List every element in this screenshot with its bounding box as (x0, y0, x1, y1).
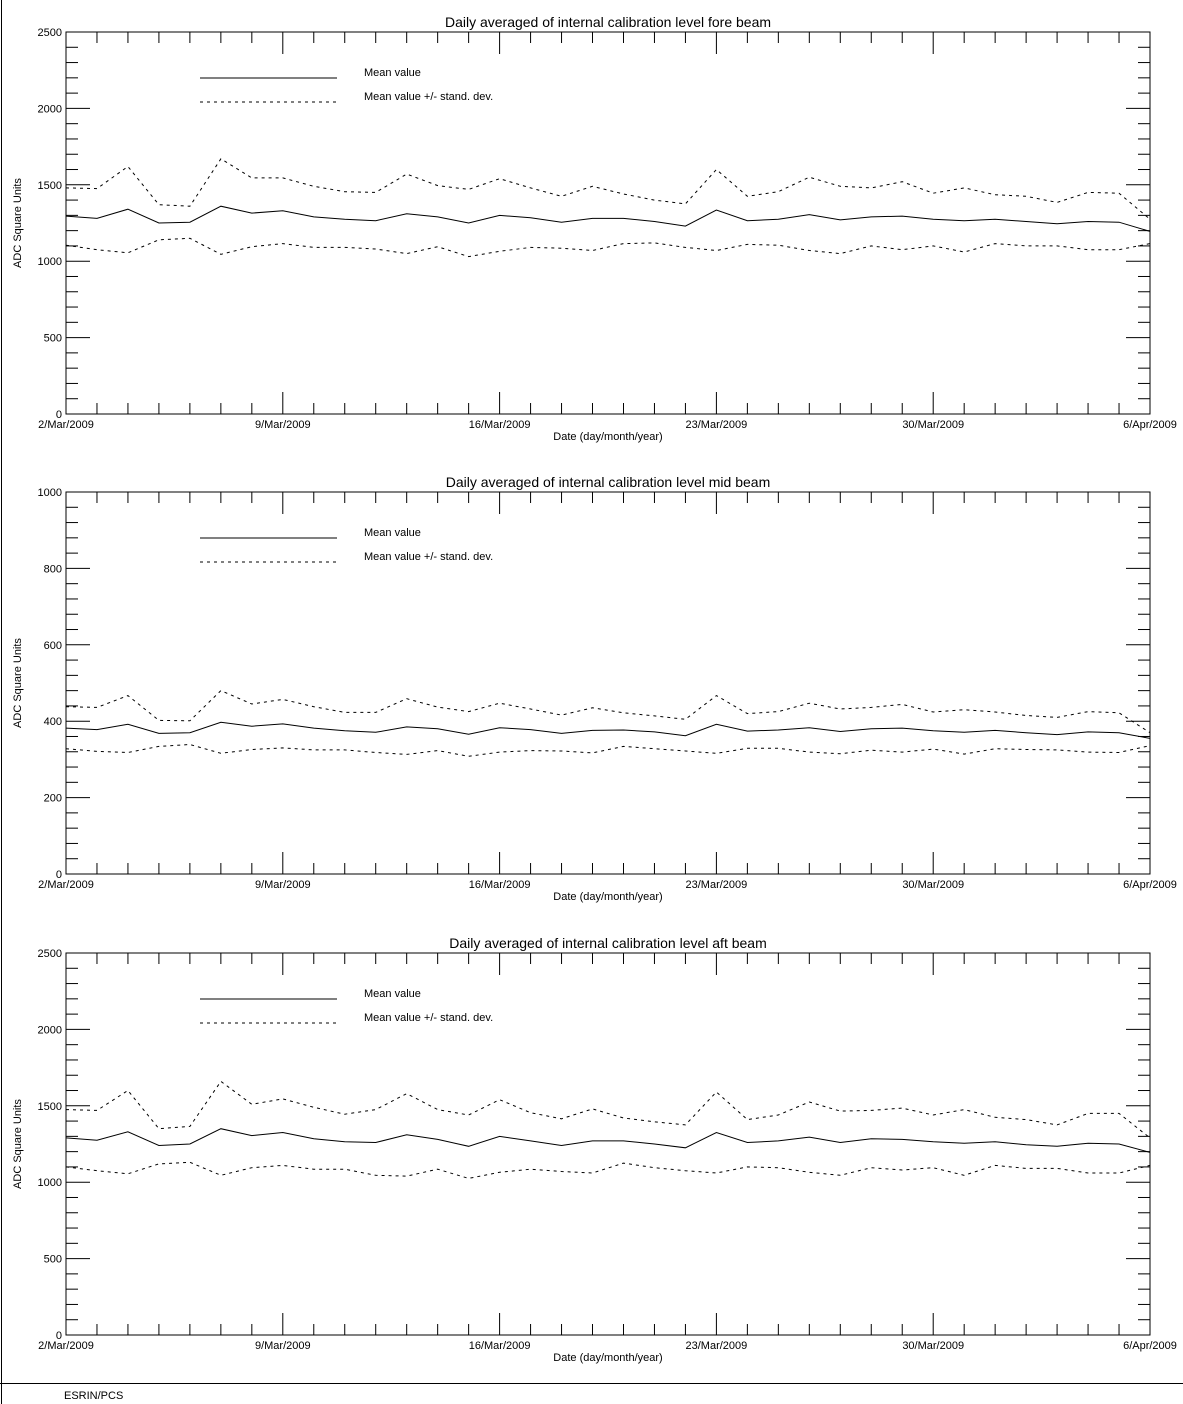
x-tick-label: 6/Apr/2009 (1123, 879, 1177, 891)
y-tick-label: 200 (44, 793, 62, 805)
x-tick-label: 2/Mar/2009 (38, 1340, 94, 1352)
x-tick-label: 30/Mar/2009 (902, 419, 964, 431)
x-tick-label: 16/Mar/2009 (469, 419, 531, 431)
x-tick-label: 9/Mar/2009 (255, 1340, 311, 1352)
y-tick-label: 1500 (38, 180, 62, 192)
series-line-1 (66, 721, 1150, 739)
x-tick-label: 2/Mar/2009 (38, 879, 94, 891)
y-tick-label: 0 (56, 1330, 62, 1342)
legend-label-1: Mean value (364, 67, 421, 79)
y-tick-label: 1000 (38, 256, 62, 268)
x-tick-label: 9/Mar/2009 (255, 419, 311, 431)
y-tick-label: 400 (44, 716, 62, 728)
x-tick-label: 6/Apr/2009 (1123, 1340, 1177, 1352)
plot-frame (65, 952, 1151, 1336)
x-axis-label: Date (day/month/year) (553, 891, 662, 903)
x-tick-label: 23/Mar/2009 (686, 419, 748, 431)
y-tick-label: 500 (44, 333, 62, 345)
chart-panel-1: Daily averaged of internal calibration l… (12, 14, 1177, 443)
legend-label-2: Mean value +/- stand. dev. (364, 1012, 493, 1024)
footer-label: ESRIN/PCS (64, 1390, 123, 1402)
x-tick-label: 30/Mar/2009 (902, 879, 964, 891)
series-line-2 (66, 158, 1150, 220)
x-tick-label: 16/Mar/2009 (469, 1340, 531, 1352)
y-tick-label: 600 (44, 640, 62, 652)
series-line-3 (66, 237, 1150, 258)
series-line-2 (66, 690, 1150, 734)
y-tick-label: 2000 (38, 103, 62, 115)
y-tick-label: 1000 (38, 487, 62, 499)
x-tick-label: 23/Mar/2009 (686, 1340, 748, 1352)
y-tick-label: 500 (44, 1254, 62, 1266)
x-tick-label: 9/Mar/2009 (255, 879, 311, 891)
legend-label-1: Mean value (364, 527, 421, 539)
y-axis-label: ADC Square Units (12, 638, 24, 728)
series-line-1 (66, 1128, 1150, 1153)
x-tick-label: 30/Mar/2009 (902, 1340, 964, 1352)
x-axis-label: Date (day/month/year) (553, 1352, 662, 1364)
legend-label-2: Mean value +/- stand. dev. (364, 551, 493, 563)
series-line-3 (66, 1161, 1150, 1179)
x-tick-label: 16/Mar/2009 (469, 879, 531, 891)
series-line-3 (66, 743, 1150, 757)
x-tick-label: 2/Mar/2009 (38, 419, 94, 431)
y-axis-label: ADC Square Units (12, 178, 24, 268)
y-tick-label: 1500 (38, 1101, 62, 1113)
plot-frame (65, 491, 1151, 875)
chart-panel-2: Daily averaged of internal calibration l… (12, 474, 1177, 903)
x-tick-label: 23/Mar/2009 (686, 879, 748, 891)
chart-title: Daily averaged of internal calibration l… (445, 14, 771, 30)
y-tick-label: 800 (44, 563, 62, 575)
chart-panel-3: Daily averaged of internal calibration l… (12, 935, 1177, 1364)
plot-frame (65, 31, 1151, 415)
chart-title: Daily averaged of internal calibration l… (446, 474, 771, 490)
x-tick-label: 6/Apr/2009 (1123, 419, 1177, 431)
y-tick-label: 0 (56, 869, 62, 881)
y-tick-label: 2000 (38, 1024, 62, 1036)
y-tick-label: 0 (56, 409, 62, 421)
y-axis-label: ADC Square Units (12, 1099, 24, 1189)
legend-label-1: Mean value (364, 988, 421, 1000)
y-tick-label: 2500 (38, 948, 62, 960)
legend-label-2: Mean value +/- stand. dev. (364, 91, 493, 103)
series-line-1 (66, 205, 1150, 232)
x-axis-label: Date (day/month/year) (553, 431, 662, 443)
y-tick-label: 1000 (38, 1177, 62, 1189)
y-tick-label: 2500 (38, 27, 62, 39)
series-line-2 (66, 1080, 1150, 1139)
chart-title: Daily averaged of internal calibration l… (449, 935, 767, 951)
